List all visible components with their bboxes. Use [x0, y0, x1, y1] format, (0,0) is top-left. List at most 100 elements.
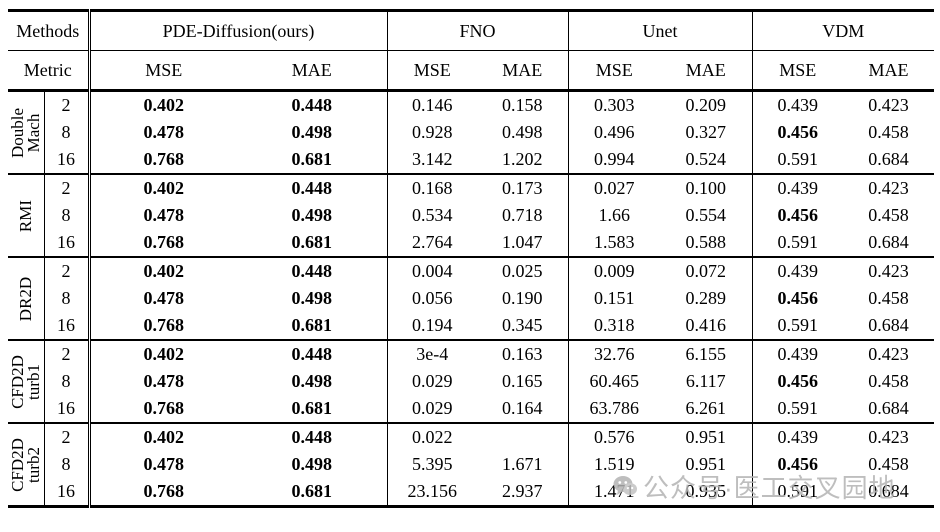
metric-value: 0.498 — [291, 371, 333, 391]
metric-value: 0.439 — [751, 339, 844, 368]
metric-value: 0.524 — [685, 149, 727, 169]
metric-value: 0.423 — [843, 173, 935, 202]
metric-value: 1.671 — [502, 454, 543, 474]
metric-value: 0.303 — [567, 89, 661, 119]
metric-value: 0.416 — [685, 315, 727, 335]
timestep-value: 2 — [44, 256, 89, 285]
group-label-double-mach: Double Mach — [8, 89, 45, 174]
metric-value: 0.591 — [751, 229, 844, 257]
metric-value: 0.684 — [868, 232, 909, 252]
metric-value: 0.591 — [751, 146, 844, 174]
metric-value: 0.402 — [87, 89, 237, 119]
metric-value: 5.395 — [386, 451, 477, 478]
metric-value: 2.764 — [386, 229, 477, 257]
metric-value: 0.345 — [502, 315, 543, 335]
results-table-body: Double Mach 2 0.402 0.448 0.146 0.158 0.303 0.20… — [8, 89, 935, 507]
metric-value: 0.768 — [87, 478, 237, 507]
metric-value: 0.439 — [751, 89, 844, 119]
timestep-value: 2 — [44, 422, 89, 451]
metric-value: 0.684 — [868, 481, 909, 501]
metric-value: 0.439 — [751, 422, 844, 451]
metric-value: 0.439 — [751, 256, 844, 285]
metric-value: 0.456 — [751, 285, 844, 312]
metric-value: 0.209 — [660, 89, 753, 119]
metric-value: 0.498 — [502, 122, 543, 142]
metric-value: 0.951 — [660, 422, 753, 451]
timestep-value: 8 — [61, 454, 71, 474]
metric-value: 0.327 — [685, 122, 727, 142]
metric-value: 0.100 — [660, 173, 753, 202]
metric-value: 0.588 — [685, 232, 727, 252]
metric-value: 0.022 — [386, 422, 477, 451]
metric-value: 0.591 — [751, 395, 844, 423]
col-header-mse: MSE — [87, 50, 237, 92]
timestep-value: 16 — [57, 149, 75, 169]
metric-value: 0.146 — [386, 89, 477, 119]
timestep-value: 8 — [61, 122, 71, 142]
metric-value: 0.478 — [87, 202, 237, 229]
table-row: 8 0.478 0.498 0.534 0.718 1.66 0.554 0.456 0.458 — [8, 202, 934, 229]
metric-value: 3e-4 — [386, 339, 477, 368]
group-label-cfd2d-turb2: CFD2D turb2 — [8, 422, 45, 507]
metric-value: 1.519 — [567, 451, 661, 478]
table-row: 16 0.768 0.681 3.142 1.202 0.994 0.524 0.591 0.6… — [8, 146, 934, 174]
metric-value: 0.768 — [87, 146, 237, 174]
metric-value: 0.498 — [291, 454, 333, 474]
col-header-mae: MAE — [237, 50, 387, 92]
metric-value: 1.202 — [502, 149, 543, 169]
metric-value: 1.047 — [502, 232, 543, 252]
metric-value: 0.458 — [868, 371, 909, 391]
table-row: 8 0.478 0.498 0.056 0.190 0.151 0.289 0.456 0.45… — [8, 285, 934, 312]
metric-value: 0.576 — [567, 422, 661, 451]
method-header-unet: Unet — [567, 10, 753, 51]
metric-value: 0.163 — [477, 339, 569, 368]
table-row: Double Mach 2 0.402 0.448 0.146 0.158 0.303 0.20… — [8, 89, 935, 174]
metric-value: 0.009 — [567, 256, 661, 285]
method-header-fno: FNO — [386, 10, 569, 51]
metric-value: 0.935 — [685, 481, 727, 501]
metric-value: 0.423 — [843, 256, 935, 285]
results-table: Methods PDE-Diffusion(ours) FNO Unet VDM… — [8, 9, 935, 508]
metric-value: 0.423 — [843, 339, 935, 368]
timestep-value: 16 — [57, 315, 75, 335]
metric-value: 0.402 — [87, 256, 237, 285]
metric-value: 0.402 — [87, 173, 237, 202]
metric-value: 6.261 — [685, 398, 727, 418]
metric-value: 0.448 — [237, 339, 387, 368]
metric-value: 0.165 — [502, 371, 543, 391]
table-row: 16 0.768 0.681 23.156 2.937 1.471 0.935 0.591 0.… — [8, 478, 934, 507]
metric-value: 0.681 — [291, 315, 333, 335]
metric-header-label: Metric — [8, 50, 91, 92]
metric-value: 0.768 — [87, 395, 237, 423]
timestep-value: 2 — [44, 173, 89, 202]
timestep-value: 8 — [61, 288, 71, 308]
metric-value: 0.164 — [502, 398, 543, 418]
table-row: 8 0.478 0.498 0.029 0.165 60.465 6.117 0.456 0.4… — [8, 368, 934, 395]
metric-value: 0.448 — [237, 89, 387, 119]
metric-value: 0.423 — [843, 422, 935, 451]
metric-value: 0.458 — [868, 454, 909, 474]
timestep-value: 8 — [61, 205, 71, 225]
metric-value: 0.684 — [868, 398, 909, 418]
group-label-rmi: RMI — [8, 173, 45, 257]
metric-value: 0.478 — [87, 451, 237, 478]
metric-value: 0.496 — [567, 119, 661, 146]
metric-value: 0.318 — [567, 312, 661, 340]
metric-value: 0.768 — [87, 312, 237, 340]
metric-value: 0.194 — [386, 312, 477, 340]
metric-value: 1.583 — [567, 229, 661, 257]
timestep-value: 16 — [57, 398, 75, 418]
metric-value: 0.498 — [291, 288, 333, 308]
metric-value: 0.458 — [868, 288, 909, 308]
metric-value: 0.681 — [291, 232, 333, 252]
metric-value: 0.158 — [477, 89, 569, 119]
metric-value: 0.534 — [386, 202, 477, 229]
metric-value: 0.289 — [685, 288, 727, 308]
timestep-value: 2 — [44, 89, 89, 119]
group-label-dr2d: DR2D — [8, 256, 45, 340]
metric-value: 32.76 — [567, 339, 661, 368]
metric-value: 6.117 — [685, 371, 726, 391]
metric-value: 23.156 — [386, 478, 477, 507]
metric-value: 0.456 — [751, 119, 844, 146]
